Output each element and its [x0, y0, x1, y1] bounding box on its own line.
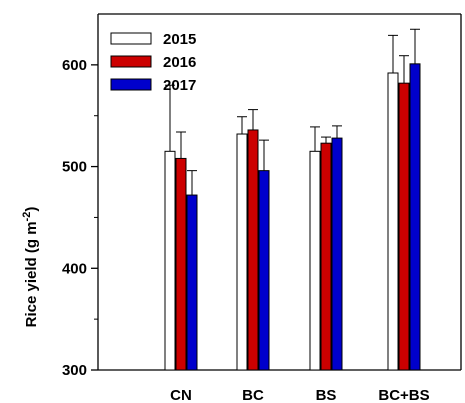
legend-label-2015: 2015	[163, 31, 196, 48]
bar-bc-2015	[236, 133, 248, 371]
legend-swatch-2017	[110, 78, 152, 91]
plot-area: 300 400 500 600 CN BC BS BC+BS 2015 2016 2017	[62, 13, 462, 403]
bar-bs-2016	[320, 142, 332, 371]
bar-cn-2015	[164, 150, 176, 371]
y-axis-title-superscript: -2	[21, 212, 33, 222]
bar-bc-bs-2016	[398, 82, 410, 371]
bar-bc-2016	[247, 129, 259, 371]
bar-cn-2017	[186, 194, 198, 371]
y-tick-label-300: 300	[62, 362, 87, 379]
y-axis-title: Rice yield (g m-2)	[21, 207, 40, 328]
legend-label-2016: 2016	[163, 54, 196, 71]
x-tick-label-bc-bs: BC+BS	[378, 387, 429, 403]
legend-swatch-2015	[110, 32, 152, 45]
x-tick-label-bs: BS	[316, 387, 337, 403]
bar-bc-bs-2015	[387, 72, 399, 371]
y-axis-title-main: Rice yield (g m	[23, 221, 40, 327]
bar-bc-bs-2017	[409, 63, 421, 371]
legend-swatch-2016	[110, 55, 152, 68]
bar-cn-2016	[175, 157, 187, 371]
y-tick-label-600: 600	[62, 57, 87, 74]
x-tick-label-cn: CN	[170, 387, 192, 403]
y-tick-label-400: 400	[62, 260, 87, 277]
bar-bs-2017	[331, 137, 343, 371]
x-tick-label-bc: BC	[242, 387, 264, 403]
y-axis-title-close: )	[23, 207, 40, 212]
legend-label-2017: 2017	[163, 77, 196, 94]
bar-bs-2015	[309, 150, 321, 371]
svg-text:Rice yield (g m-2): Rice yield (g m-2)	[21, 207, 40, 328]
bar-bc-2017	[258, 170, 270, 371]
y-tick-label-500: 500	[62, 159, 87, 176]
